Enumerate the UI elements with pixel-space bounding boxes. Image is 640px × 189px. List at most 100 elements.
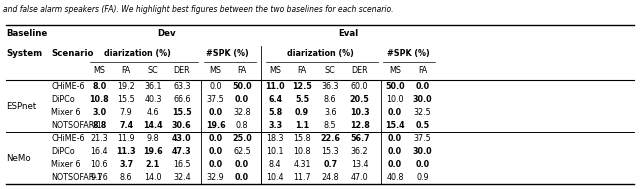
Text: 3.0: 3.0 (92, 108, 106, 117)
Text: DiPCo: DiPCo (51, 147, 75, 156)
Text: FA: FA (122, 67, 131, 75)
Text: 0.0: 0.0 (209, 108, 223, 117)
Text: 20.5: 20.5 (350, 95, 369, 104)
Text: Baseline: Baseline (6, 29, 47, 38)
Text: 19.2: 19.2 (117, 82, 135, 91)
Text: CHiME-6: CHiME-6 (51, 134, 84, 143)
Text: 0.0: 0.0 (415, 160, 429, 169)
Text: 15.3: 15.3 (321, 147, 339, 156)
Text: Mixer 6: Mixer 6 (51, 108, 81, 117)
Text: diarization (%): diarization (%) (104, 50, 171, 58)
Text: 6.4: 6.4 (268, 95, 282, 104)
Text: 30.0: 30.0 (413, 95, 432, 104)
Text: NOTSOFAR-1: NOTSOFAR-1 (51, 173, 102, 182)
Text: 0.0: 0.0 (388, 147, 402, 156)
Text: 62.5: 62.5 (233, 147, 251, 156)
Text: 50.0: 50.0 (385, 82, 404, 91)
Text: 32.5: 32.5 (413, 108, 431, 117)
Text: 12.8: 12.8 (349, 121, 370, 130)
Text: 9.8: 9.8 (147, 134, 159, 143)
Text: 0.5: 0.5 (415, 121, 429, 130)
Text: 11.3: 11.3 (116, 147, 136, 156)
Text: 8.0: 8.0 (92, 82, 106, 91)
Text: #SPK (%): #SPK (%) (206, 50, 248, 58)
Text: DER: DER (173, 67, 190, 75)
Text: DiPCo: DiPCo (51, 95, 75, 104)
Text: 47.0: 47.0 (351, 173, 369, 182)
Text: 36.3: 36.3 (321, 82, 339, 91)
Text: 63.3: 63.3 (173, 82, 191, 91)
Text: 7.9: 7.9 (120, 108, 132, 117)
Text: 15.4: 15.4 (385, 121, 404, 130)
Text: 8.6: 8.6 (120, 173, 132, 182)
Text: 10.8: 10.8 (90, 95, 109, 104)
Text: 0.7: 0.7 (323, 160, 337, 169)
Text: 5.5: 5.5 (295, 95, 309, 104)
Text: 0.0: 0.0 (235, 173, 249, 182)
Text: 21.3: 21.3 (90, 134, 108, 143)
Text: 11.7: 11.7 (293, 173, 311, 182)
Text: 32.9: 32.9 (207, 173, 225, 182)
Text: 40.8: 40.8 (386, 173, 404, 182)
Text: 2.1: 2.1 (146, 160, 160, 169)
Text: FA: FA (418, 67, 427, 75)
Text: NeMo: NeMo (6, 154, 31, 163)
Text: 24.8: 24.8 (321, 173, 339, 182)
Text: 13.4: 13.4 (351, 160, 369, 169)
Text: CHiME-6: CHiME-6 (51, 82, 84, 91)
Text: 9.76: 9.76 (90, 173, 108, 182)
Text: 18.3: 18.3 (266, 134, 284, 143)
Text: 4.6: 4.6 (147, 108, 159, 117)
Text: Mixer 6: Mixer 6 (51, 160, 81, 169)
Text: 0.0: 0.0 (209, 82, 222, 91)
Text: MS: MS (269, 67, 281, 75)
Text: 0.0: 0.0 (209, 134, 223, 143)
Text: 0.9: 0.9 (416, 173, 429, 182)
Text: 4.31: 4.31 (293, 160, 311, 169)
Text: 8.6: 8.6 (324, 95, 337, 104)
Text: 14.0: 14.0 (144, 173, 162, 182)
Text: 56.7: 56.7 (350, 134, 369, 143)
Text: 3.6: 3.6 (324, 108, 337, 117)
Text: DER: DER (351, 67, 368, 75)
Text: 8.5: 8.5 (324, 121, 337, 130)
Text: 0.0: 0.0 (209, 147, 223, 156)
Text: 7.4: 7.4 (119, 121, 133, 130)
Text: 0.9: 0.9 (295, 108, 309, 117)
Text: Eval: Eval (339, 29, 359, 38)
Text: 10.3: 10.3 (350, 108, 369, 117)
Text: 11.0: 11.0 (266, 82, 285, 91)
Text: ESPnet: ESPnet (6, 102, 36, 111)
Text: MS: MS (93, 67, 105, 75)
Text: 3.7: 3.7 (119, 160, 133, 169)
Text: 10.8: 10.8 (293, 147, 311, 156)
Text: Scenario: Scenario (51, 50, 93, 58)
Text: 8.4: 8.4 (269, 160, 282, 169)
Text: 16.5: 16.5 (173, 160, 191, 169)
Text: 0.0: 0.0 (235, 160, 249, 169)
Text: 36.2: 36.2 (351, 147, 369, 156)
Text: 32.8: 32.8 (233, 108, 251, 117)
Text: 11.9: 11.9 (117, 134, 135, 143)
Text: SC: SC (148, 67, 158, 75)
Text: 50.0: 50.0 (232, 82, 252, 91)
Text: 3.3: 3.3 (268, 121, 282, 130)
Text: Dev: Dev (157, 29, 176, 38)
Text: 15.5: 15.5 (117, 95, 135, 104)
Text: 19.6: 19.6 (143, 147, 163, 156)
Text: 1.1: 1.1 (295, 121, 309, 130)
Text: NOTSOFAR-1: NOTSOFAR-1 (51, 121, 102, 130)
Text: 30.6: 30.6 (172, 121, 191, 130)
Text: 0.0: 0.0 (415, 82, 429, 91)
Text: 10.0: 10.0 (386, 95, 404, 104)
Text: MS: MS (210, 67, 221, 75)
Text: 40.3: 40.3 (144, 95, 162, 104)
Text: 12.5: 12.5 (292, 82, 312, 91)
Text: 36.1: 36.1 (144, 82, 162, 91)
Text: 14.4: 14.4 (143, 121, 163, 130)
Text: #SPK (%): #SPK (%) (387, 50, 429, 58)
Text: diarization (%): diarization (%) (287, 50, 353, 58)
Text: 30.0: 30.0 (413, 147, 432, 156)
Text: 5.8: 5.8 (268, 108, 282, 117)
Text: 37.5: 37.5 (413, 134, 431, 143)
